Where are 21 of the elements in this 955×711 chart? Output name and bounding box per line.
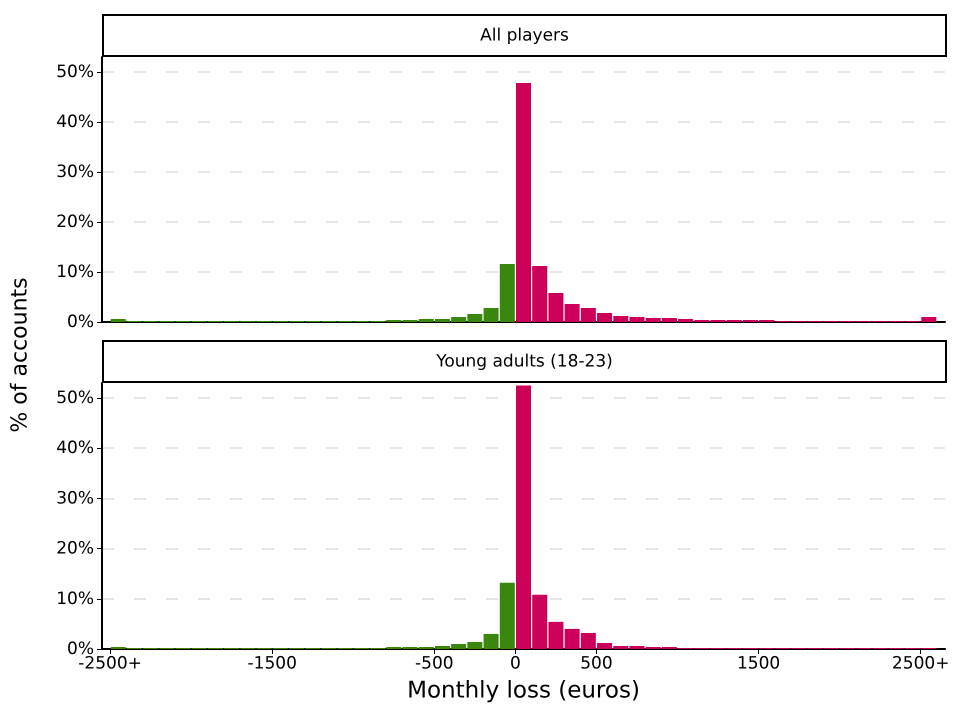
chart-title: All players: [480, 26, 570, 46]
y-tick-label: 20%: [56, 212, 94, 232]
x-tick-label: -1500: [248, 654, 297, 674]
y-tick-label: 50%: [56, 388, 94, 408]
y-tick-label: 40%: [56, 112, 94, 132]
x-tick-label: 500: [580, 654, 613, 674]
y-tick-label: 20%: [56, 538, 94, 559]
x-tick-label: 0: [510, 654, 521, 674]
y-tick-label: 30%: [56, 162, 94, 182]
x-axis-title: Monthly loss (euros): [407, 678, 640, 704]
x-tick-label: 2500+: [892, 654, 950, 674]
y-axis-title: % of accounts: [8, 277, 32, 433]
y-tick-label: 30%: [56, 488, 94, 508]
x-tick-label: 1500: [736, 654, 780, 674]
y-tick-label: 0%: [67, 312, 94, 332]
chart-title: Young adults (18-23): [435, 352, 613, 372]
y-tick-label: 10%: [56, 588, 94, 609]
y-tick-label: 40%: [56, 438, 94, 458]
x-tick-label: -500: [415, 654, 454, 674]
y-tick-label: 10%: [56, 262, 94, 282]
y-tick-label: 50%: [56, 62, 94, 82]
